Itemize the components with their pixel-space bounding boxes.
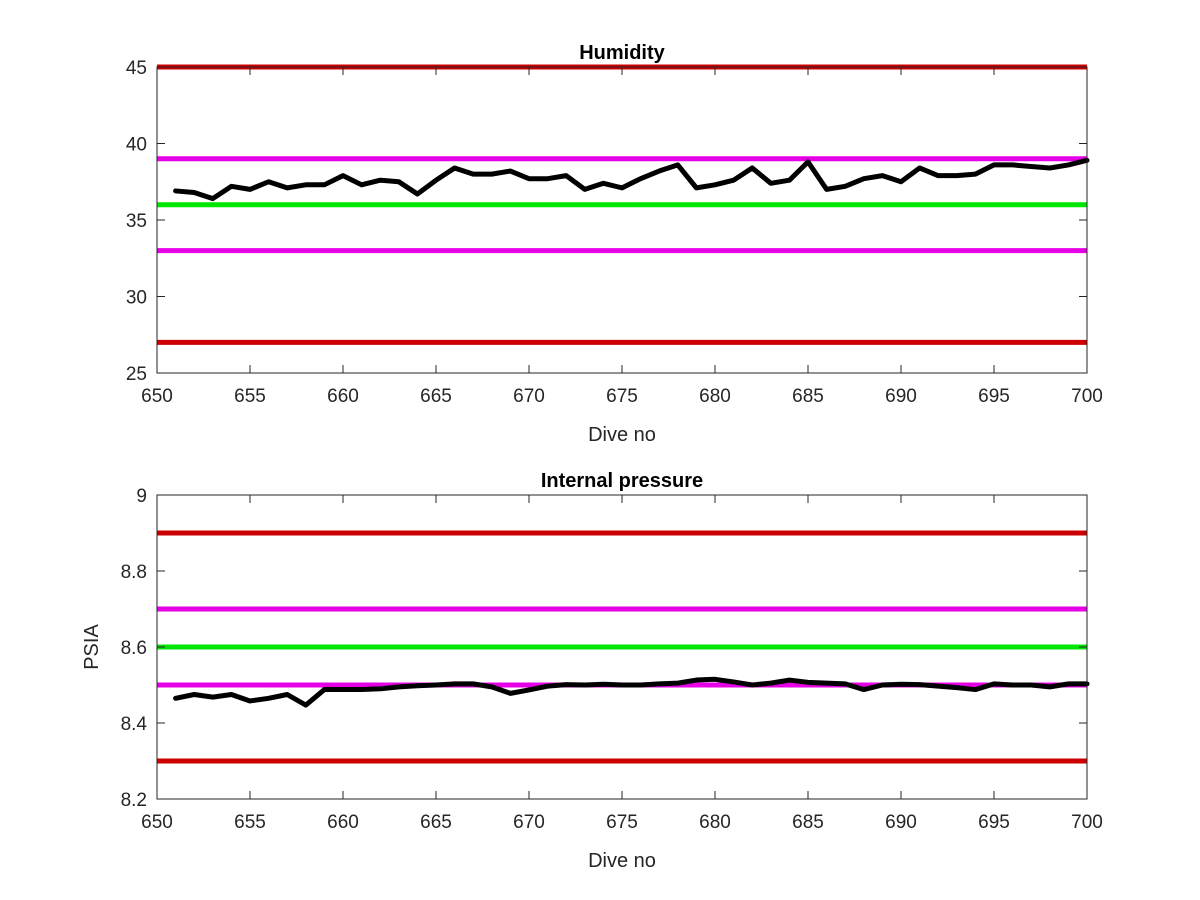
plot2-y-tick-label: 8.6: [121, 638, 147, 659]
plot1-x-tick-label: 670: [513, 386, 545, 407]
plot1-series-line-0: [173, 157, 1090, 202]
plot1-axes: 650 655 660 665 670 675 680 685 690 695 700 25 30 35 4…: [126, 42, 1103, 446]
plot2-title: Internal pressure: [541, 470, 703, 492]
plot1-x-tick-label: 675: [606, 386, 638, 407]
plot1-title: Humidity: [579, 42, 665, 64]
plot2-x-tick-label: 685: [792, 812, 824, 833]
plot1-y-tick-label: 30: [126, 288, 147, 309]
plot1-x-tick-label: 685: [792, 386, 824, 407]
plot1-x-tick-label: 665: [420, 386, 452, 407]
plot2-y-tick-label: 8.8: [121, 562, 147, 583]
plot2-y-tick-label: 9: [136, 486, 147, 507]
plot2-x-tick-label: 690: [885, 812, 917, 833]
plot2-x-axis-label: Dive no: [588, 850, 656, 872]
plot1-y-tick-label: 40: [126, 135, 147, 156]
plot1-x-tick-label: 655: [234, 386, 266, 407]
plot1-x-tick-label: 680: [699, 386, 731, 407]
plot1-x-tick-label: 700: [1071, 386, 1103, 407]
plot2-x-tick-label: 675: [606, 812, 638, 833]
plot2-x-tick-label: 650: [141, 812, 173, 833]
plot1-x-tick-label: 695: [978, 386, 1010, 407]
plot2-x-tick-label: 655: [234, 812, 266, 833]
plot2-x-tick-label: 700: [1071, 812, 1103, 833]
plot1-x-axis-label: Dive no: [588, 424, 656, 446]
plot1-x-tick-label: 690: [885, 386, 917, 407]
plot2-axes: 650 655 660 665 670 675 680 685 690 695 700 8.2 8.4 8…: [81, 470, 1103, 872]
plot2-x-tick-label: 680: [699, 812, 731, 833]
plot1-y-tick-label: 25: [126, 364, 147, 385]
plot2-x-tick-label: 660: [327, 812, 359, 833]
plot1-x-tick-label: 660: [327, 386, 359, 407]
plot2-y-tick-label: 8.4: [121, 714, 148, 735]
plot1-y-tick-label: 35: [126, 211, 147, 232]
plot2-y-axis-label: PSIA: [81, 624, 103, 670]
plot2-series-line-0: [173, 676, 1090, 708]
plot1-y-tick-label: 45: [126, 58, 147, 79]
plot1-x-tick-label: 650: [141, 386, 173, 407]
plot2-x-tick-label: 695: [978, 812, 1010, 833]
plot2-y-tick-label: 8.2: [121, 790, 147, 811]
plot2-x-tick-label: 670: [513, 812, 545, 833]
plot2-x-tick-label: 665: [420, 812, 452, 833]
plot1-plot-area: [157, 67, 1087, 373]
